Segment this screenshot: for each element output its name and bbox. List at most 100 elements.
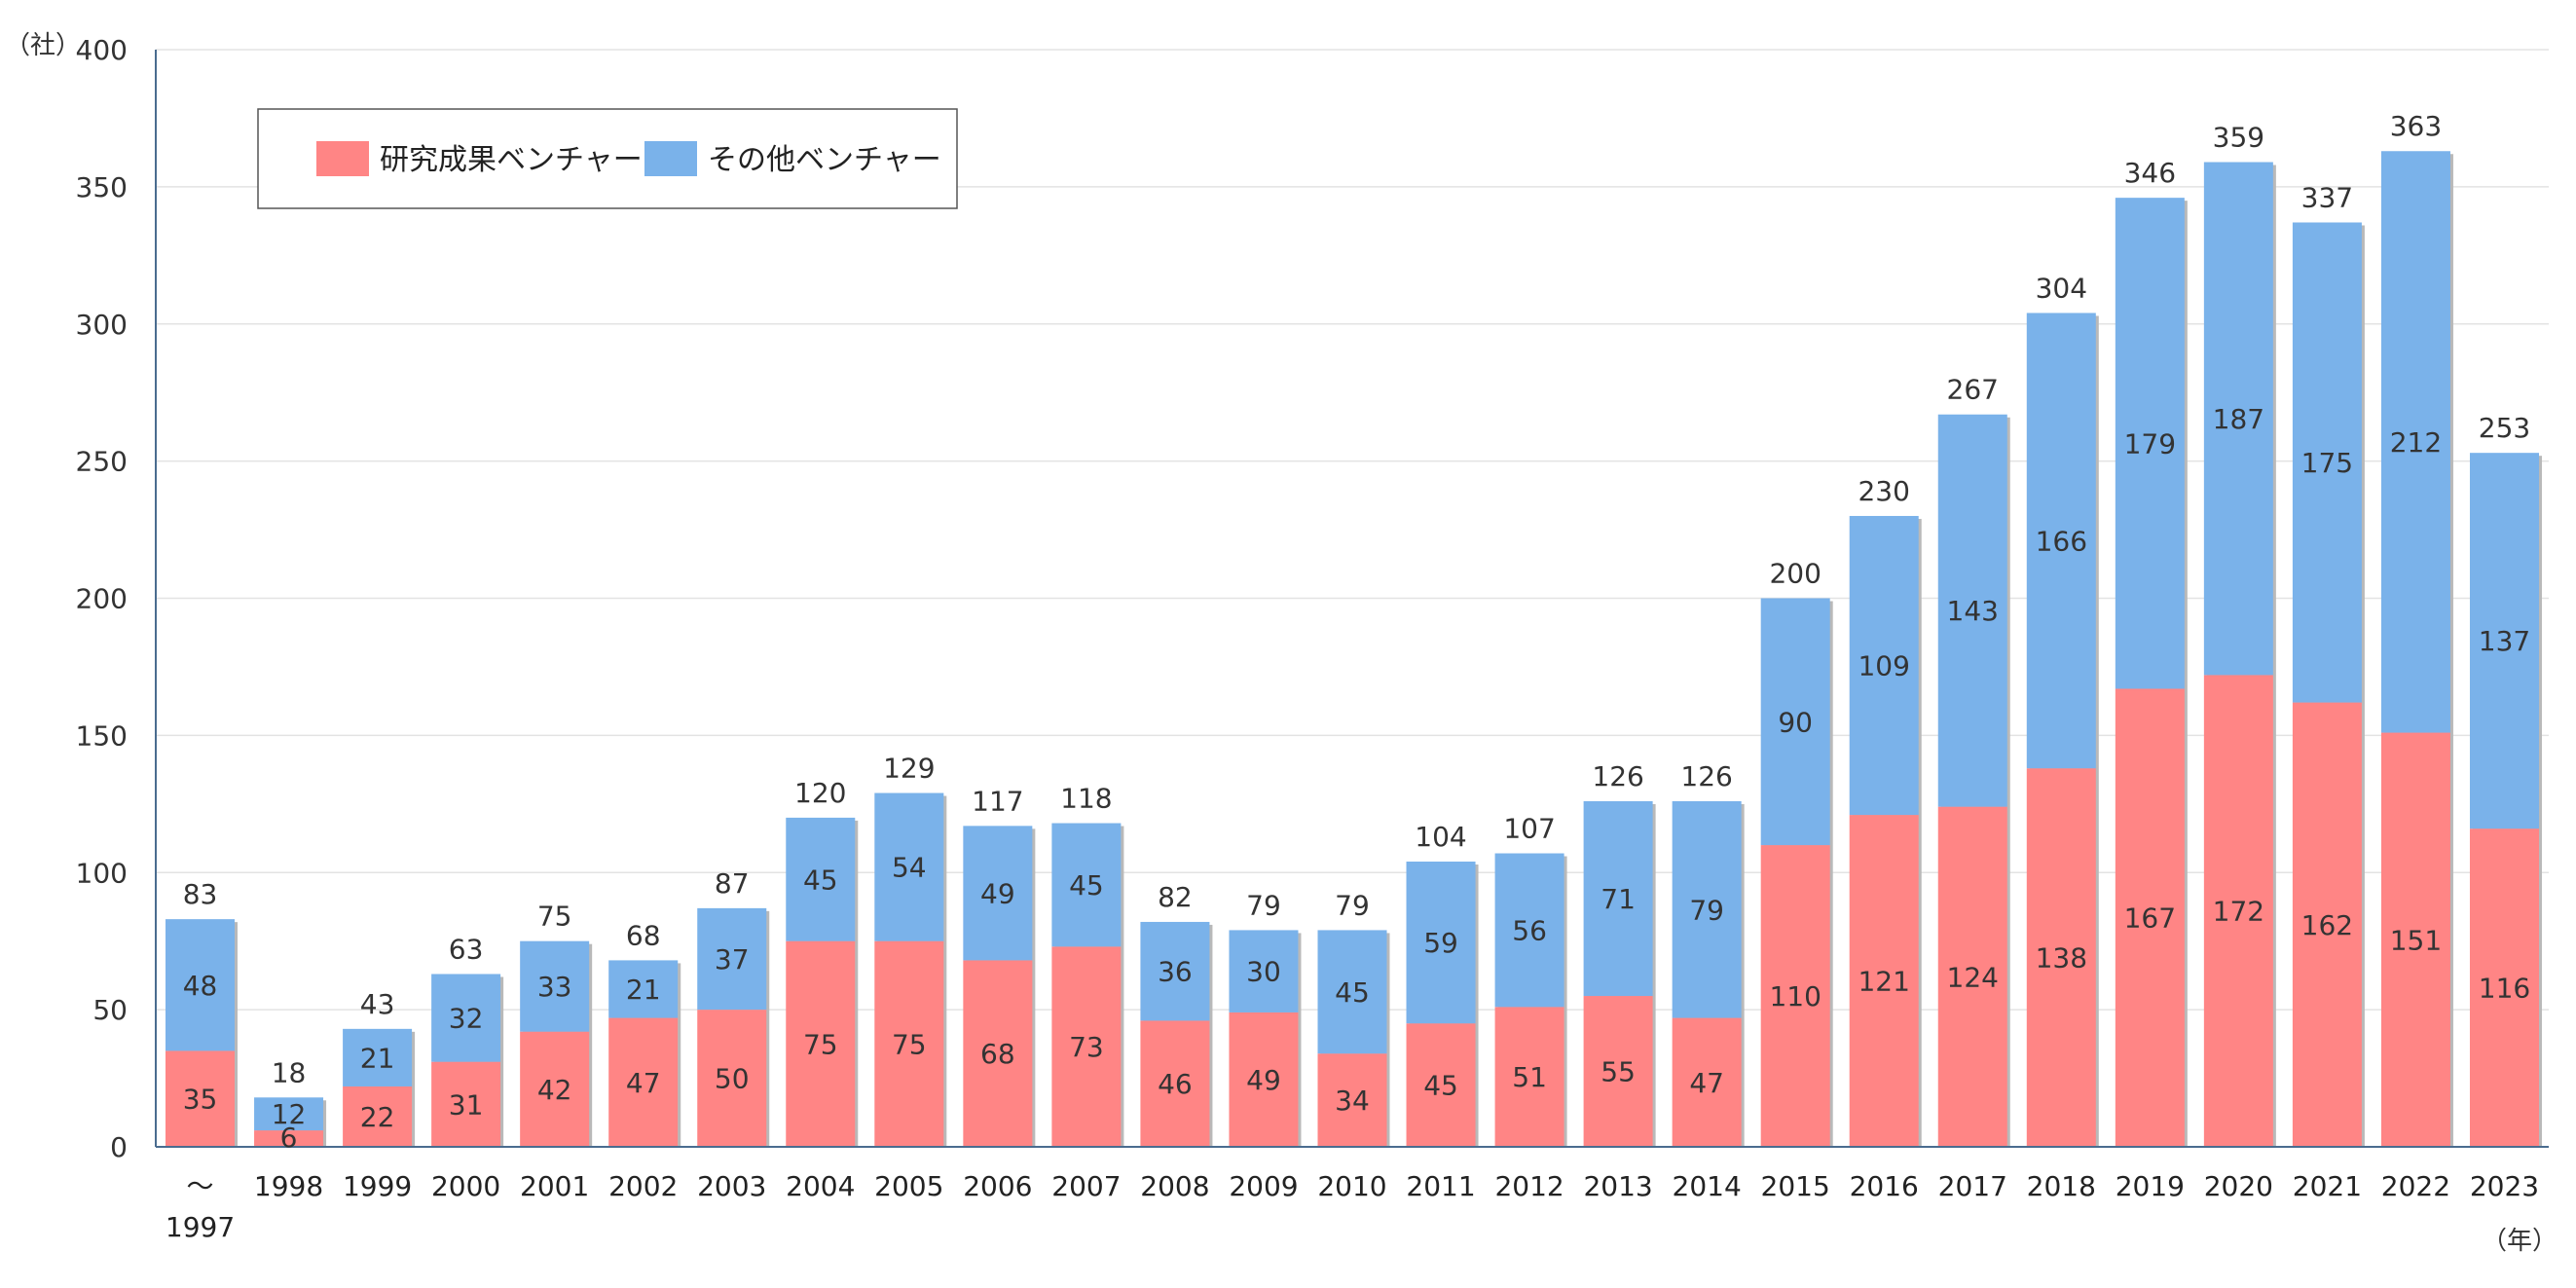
x-tick-label: 2008 — [1140, 1170, 1209, 1202]
x-tick-line: 1998 — [254, 1170, 323, 1202]
x-tick-line: 2018 — [2027, 1170, 2096, 1202]
bar-other — [1937, 414, 2007, 807]
x-tick-label: 2006 — [963, 1170, 1032, 1202]
bar-research — [2469, 828, 2539, 1147]
bar-other — [874, 792, 944, 941]
data-label-other: 90 — [1778, 706, 1813, 738]
data-label-research: 45 — [1423, 1070, 1458, 1102]
bar-research — [1672, 1017, 1742, 1147]
x-tick-label: 2002 — [608, 1170, 678, 1202]
bar-research — [786, 940, 856, 1147]
bar-research — [166, 1050, 236, 1147]
x-tick-line: 2001 — [520, 1170, 589, 1202]
y-tick-label: 350 — [76, 171, 128, 203]
x-tick-line: 2012 — [1494, 1170, 1564, 1202]
data-label-other: 56 — [1512, 914, 1547, 946]
data-label-research: 46 — [1158, 1068, 1193, 1100]
data-label-other: 175 — [2301, 447, 2353, 479]
bar-research — [343, 1086, 413, 1147]
x-tick-label: 2003 — [697, 1170, 766, 1202]
data-label-other: 212 — [2390, 426, 2442, 459]
bar-other — [1406, 861, 1476, 1024]
data-label-other: 33 — [537, 971, 572, 1003]
x-tick-label: 2000 — [431, 1170, 500, 1202]
bar-other — [2469, 453, 2539, 829]
y-axis-unit-label: （社） — [5, 31, 81, 60]
data-label-research: 73 — [1069, 1031, 1104, 1063]
x-tick-line: 2002 — [608, 1170, 678, 1202]
x-tick-line: 2009 — [1229, 1170, 1298, 1202]
bar-research — [2026, 768, 2096, 1147]
bar-research — [2203, 675, 2273, 1147]
data-label-research: 138 — [2036, 942, 2087, 975]
y-tick-label: 50 — [92, 994, 128, 1026]
x-tick-line: 2000 — [431, 1170, 500, 1202]
legend-label-research: 研究成果ベンチャー — [380, 143, 643, 177]
x-tick-label: 2014 — [1673, 1170, 1742, 1202]
y-tick-label: 0 — [110, 1131, 128, 1163]
x-tick-label: 2005 — [874, 1170, 943, 1202]
x-tick-line: 2022 — [2381, 1170, 2450, 1202]
data-label-research: 75 — [892, 1028, 927, 1060]
legend: 研究成果ベンチャー その他ベンチャー — [257, 108, 958, 209]
x-tick-line: 1999 — [343, 1170, 412, 1202]
bar-other — [697, 907, 767, 1011]
bar-research — [1760, 845, 1830, 1147]
bar-research — [963, 960, 1033, 1147]
x-tick-label: 2010 — [1317, 1170, 1386, 1202]
data-label-total: 82 — [1158, 881, 1193, 913]
data-label-other: 187 — [2213, 403, 2264, 435]
data-label-total: 129 — [883, 753, 935, 785]
data-label-other: 137 — [2479, 625, 2530, 657]
bar-research — [1229, 1012, 1299, 1147]
data-label-research: 22 — [360, 1101, 395, 1133]
x-tick-line: 2010 — [1317, 1170, 1386, 1202]
data-label-total: 267 — [1947, 374, 1999, 406]
y-tick-label: 400 — [76, 34, 128, 66]
y-tick-label: 100 — [76, 857, 128, 889]
x-tick-line: 2016 — [1850, 1170, 1919, 1202]
bar-other — [1672, 800, 1742, 1018]
x-tick-label: 2009 — [1229, 1170, 1298, 1202]
x-tick-line: 2005 — [874, 1170, 943, 1202]
bars — [166, 151, 2542, 1148]
data-label-other: 59 — [1423, 927, 1458, 959]
bar-research — [697, 1010, 767, 1147]
bar-other — [1760, 598, 1830, 846]
bar-research — [608, 1017, 679, 1147]
data-label-research: 34 — [1335, 1085, 1370, 1117]
x-tick-label: 2023 — [2470, 1170, 2539, 1202]
x-tick-line: 2021 — [2293, 1170, 2362, 1202]
data-label-research: 47 — [626, 1067, 661, 1099]
bar-research — [2115, 688, 2185, 1147]
bar-other — [1583, 800, 1653, 997]
bar-research — [1317, 1053, 1387, 1147]
legend-label-other: その他ベンチャー — [708, 143, 941, 177]
x-tick-label: 2022 — [2381, 1170, 2450, 1202]
bar-research — [1406, 1023, 1476, 1147]
data-label-research: 31 — [449, 1088, 484, 1121]
x-tick-line: 2017 — [1938, 1170, 2007, 1202]
bar-research — [1583, 996, 1653, 1147]
data-label-other: 48 — [183, 970, 218, 1002]
x-tick-label: 2017 — [1938, 1170, 2007, 1202]
x-tick-line: 2014 — [1673, 1170, 1742, 1202]
legend-frame — [257, 108, 958, 209]
data-label-research: 124 — [1947, 961, 1999, 993]
bar-other — [520, 940, 590, 1032]
x-tick-line: 1997 — [166, 1211, 235, 1243]
x-tick-line: 2003 — [697, 1170, 766, 1202]
bar-other — [1140, 921, 1210, 1021]
x-tick-line: 2011 — [1406, 1170, 1475, 1202]
bar-research — [431, 1061, 501, 1147]
bar-other — [608, 960, 679, 1018]
data-label-total: 107 — [1503, 813, 1555, 845]
data-label-other: 45 — [1335, 976, 1370, 1009]
bar-research — [1937, 806, 2007, 1147]
data-label-research: 50 — [715, 1063, 750, 1095]
data-label-total: 200 — [1769, 558, 1821, 590]
x-tick-line: 2023 — [2470, 1170, 2539, 1202]
data-label-total: 75 — [537, 901, 572, 933]
x-tick-line: ～ — [187, 1170, 214, 1202]
